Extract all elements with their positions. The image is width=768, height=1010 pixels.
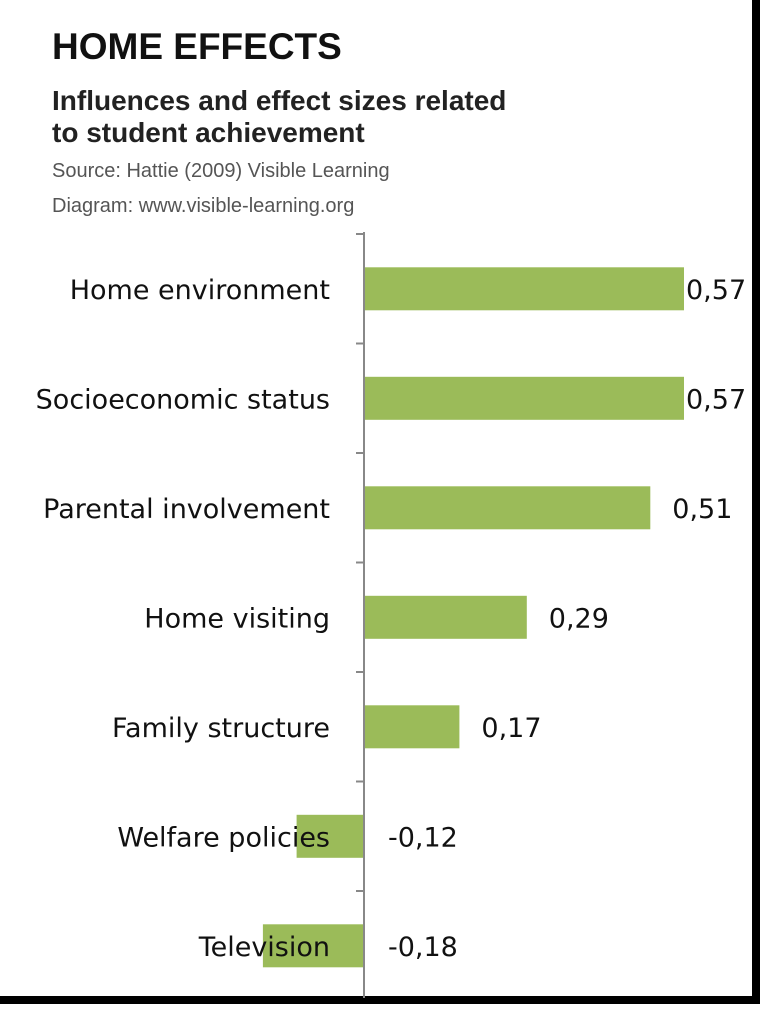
category-label: Family structure <box>112 713 330 744</box>
source-note: Source: Hattie (2009) Visible Learning <box>52 160 390 182</box>
category-label: Television <box>198 932 330 963</box>
chart-subtitle: Influences and effect sizes related to s… <box>52 85 672 149</box>
bar <box>296 814 364 858</box>
value-label: 0,29 <box>549 603 609 634</box>
chart-title: HOME EFFECTS <box>52 26 342 67</box>
value-label: 0,57 <box>686 275 746 306</box>
value-label: -0,12 <box>388 822 458 853</box>
category-label: Home environment <box>70 275 330 306</box>
bar <box>364 486 651 530</box>
subtitle-line-2: to student achievement <box>52 117 365 148</box>
subtitle-line-1: Influences and effect sizes related <box>52 85 507 116</box>
value-label: -0,18 <box>388 932 458 963</box>
bar <box>364 595 527 639</box>
value-label: 0,17 <box>481 713 541 744</box>
value-label: 0,51 <box>672 494 732 525</box>
category-label: Socioeconomic status <box>36 384 330 415</box>
category-label: Home visiting <box>144 603 330 634</box>
diagram-note: Diagram: www.visible-learning.org <box>52 195 355 217</box>
bar <box>262 924 364 968</box>
category-label: Welfare policies <box>117 822 330 853</box>
value-label: 0,57 <box>686 384 746 415</box>
category-label: Parental involvement <box>43 494 330 525</box>
bar <box>364 705 460 749</box>
bar <box>364 376 684 420</box>
bar <box>364 267 684 311</box>
